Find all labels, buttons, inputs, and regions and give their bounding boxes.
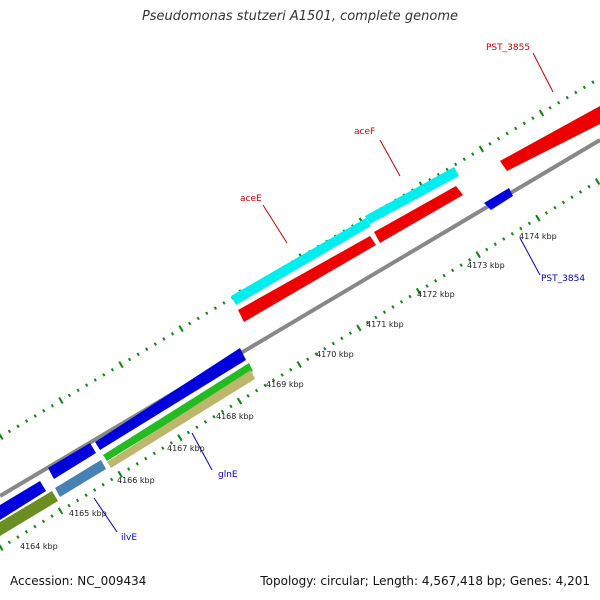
pst3854-label-line: [519, 237, 541, 276]
genome-summary-text: Topology: circular; Length: 4,567,418 bp…: [260, 574, 590, 588]
label-pst3854: PST_3854: [541, 274, 585, 284]
tick-label: 4170 kbp: [316, 350, 354, 359]
gene-blue-3[interactable]: [95, 348, 246, 450]
tick-label: 4168 kbp: [216, 412, 254, 421]
pst3855-label-line: [532, 52, 554, 93]
tick-label: 4173 kbp: [467, 261, 505, 270]
tick-label: 4172 kbp: [417, 290, 455, 299]
acee-label-line: [262, 204, 288, 244]
gene-acef[interactable]: [365, 167, 459, 224]
gene-red-2[interactable]: [374, 186, 463, 243]
tick-label: 4164 kbp: [20, 542, 58, 551]
label-ilve: ilvE: [121, 533, 137, 543]
gene-pst3854[interactable]: [484, 188, 513, 210]
accession-text: Accession: NC_009434: [10, 574, 147, 588]
acef-label-line: [379, 139, 401, 177]
tick-label: 4167 kbp: [167, 444, 205, 453]
glne-label-line: [191, 432, 213, 471]
tick-label: 4169 kbp: [266, 380, 304, 389]
gene-ilve[interactable]: [55, 460, 106, 497]
label-acee: aceE: [240, 194, 262, 204]
gene-blue-2[interactable]: [48, 443, 96, 479]
tick-label: 4166 kbp: [117, 476, 155, 485]
genome-title: Pseudomonas stutzeri A1501, complete gen…: [141, 9, 459, 24]
tick-label: 4171 kbp: [366, 320, 404, 329]
gene-pst3855[interactable]: [500, 106, 600, 171]
inner-major-ticks: [0, 177, 600, 551]
label-pst3855: PST_3855: [486, 43, 530, 53]
tick-label: 4174 kbp: [519, 232, 557, 241]
gene-acee[interactable]: [231, 218, 371, 305]
label-glne: glnE: [218, 470, 238, 480]
gene-olive[interactable]: [0, 491, 58, 536]
gene-green[interactable]: [103, 363, 253, 461]
tick-label: 4165 kbp: [69, 509, 107, 518]
gene-blue-1[interactable]: [0, 481, 46, 520]
gene-red-1[interactable]: [238, 236, 376, 322]
ilve-label-line: [93, 497, 118, 533]
label-acef: aceF: [354, 127, 375, 137]
gene-glne[interactable]: [107, 370, 255, 468]
